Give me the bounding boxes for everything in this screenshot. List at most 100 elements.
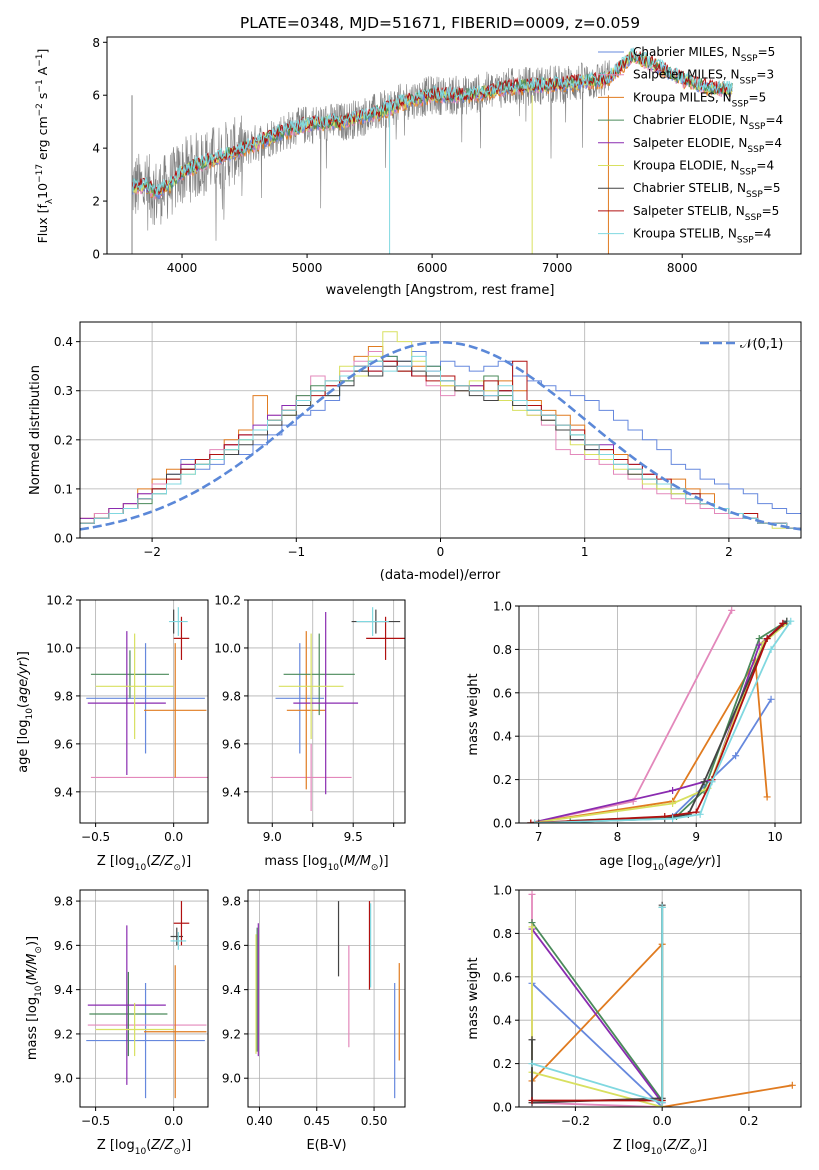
weight-line-salpeter_elodie bbox=[531, 928, 663, 1104]
weight_vs_age-plot bbox=[527, 606, 795, 823]
mass_vs_Z-plot bbox=[86, 901, 207, 1099]
x-tick-label: 7000 bbox=[542, 261, 573, 275]
y-tick-label: 0.8 bbox=[493, 643, 512, 657]
y-tick-label: 0.2 bbox=[54, 433, 73, 447]
histogram-kroupa_stelib bbox=[80, 355, 801, 529]
x-axis-label: mass [log10(M/M⊙)] bbox=[264, 854, 388, 873]
y-tick-label: 9.8 bbox=[54, 895, 73, 909]
x-tick-label: 0.0 bbox=[164, 830, 183, 844]
x-tick-label: −0.5 bbox=[81, 830, 110, 844]
weight-marker-chabrier_stelib bbox=[528, 1036, 536, 1044]
y-axis-label: mass weight bbox=[466, 673, 481, 755]
weight-marker-salpeter_stelib bbox=[779, 619, 787, 627]
weight_vs_Z-grid bbox=[519, 889, 801, 1108]
y-tick-label: 9.8 bbox=[222, 689, 241, 703]
x-axis-label: (data-model)/error bbox=[380, 568, 501, 583]
residuals-plot bbox=[80, 331, 801, 531]
x-tick-label: 9.5 bbox=[344, 830, 363, 844]
weight-marker-kroupa_elodie bbox=[528, 923, 536, 931]
y-tick-label: 6 bbox=[92, 89, 100, 103]
legend-label-gaussian: 𝒩(0,1) bbox=[740, 337, 783, 352]
weight-marker-salpeter_stelib bbox=[528, 1096, 536, 1104]
weight-marker-salpeter_miles bbox=[728, 606, 736, 614]
y-tick-label: 1.0 bbox=[493, 884, 512, 898]
x-axis-label: Z [log10(Z/Z⊙)] bbox=[97, 854, 191, 873]
legend-label-chabrier_miles: Chabrier MILES, NSSP=5 bbox=[633, 45, 775, 64]
x-tick-label: 2 bbox=[725, 545, 733, 559]
x-tick-label: 4000 bbox=[167, 261, 198, 275]
figure-title: PLATE=0348, MJD=51671, FIBERID=0009, z=0… bbox=[240, 14, 640, 32]
age_vs_Z-panel: −0.5 0.0 9.4 9.6 9.8 10.0 10.2 Z [log10(Z/Z⊙)] a… bbox=[16, 594, 209, 873]
y-tick-label: 2 bbox=[92, 195, 100, 209]
residuals-axes: −2 −1 0 1 2 0.0 0.1 0.2 0.3 0.4 𝒩(0,1) (data-model)… bbox=[28, 321, 802, 583]
y-tick-label: 1.0 bbox=[493, 600, 512, 614]
histogram-salpeter_stelib bbox=[80, 360, 801, 529]
y-tick-label: 9.2 bbox=[222, 1027, 241, 1041]
y-tick-label: 9.4 bbox=[222, 983, 241, 997]
legend-label-salpeter_stelib: Salpeter STELIB, NSSP=5 bbox=[633, 204, 779, 223]
weight-marker-chabrier_miles bbox=[732, 752, 740, 760]
y-tick-label: 0.0 bbox=[493, 817, 512, 831]
weight_vs_Z-frame bbox=[518, 889, 802, 1108]
x-tick-label: 9 bbox=[692, 830, 700, 844]
weight-line-chabrier_miles bbox=[531, 982, 663, 1107]
mass_vs_Z-axes: −0.5 0.0 9.0 9.2 9.4 9.6 9.8 Z [log10(Z/Z⊙)] mas… bbox=[25, 889, 209, 1157]
y-tick-label: 0.0 bbox=[54, 532, 73, 546]
x-tick-label: 0.50 bbox=[361, 1114, 388, 1128]
y-tick-label: 9.2 bbox=[54, 1027, 73, 1041]
legend-label-kroupa_miles: Kroupa MILES, NSSP=5 bbox=[633, 90, 766, 109]
weight-line-chabrier_elodie bbox=[531, 907, 664, 1104]
y-tick-label: 0.6 bbox=[493, 686, 512, 700]
y-tick-label: 0.4 bbox=[493, 730, 512, 744]
age_vs_Z-grid bbox=[80, 599, 208, 823]
y-tick-label: 10.2 bbox=[46, 594, 73, 608]
x-tick-label: 0 bbox=[437, 545, 445, 559]
y-tick-label: 9.6 bbox=[222, 939, 241, 953]
x-tick-label: 10 bbox=[767, 830, 782, 844]
mass_vs_ebv-frame bbox=[247, 889, 406, 1108]
y-tick-label: 0.4 bbox=[54, 335, 73, 349]
weight-marker-kroupa_miles bbox=[763, 793, 771, 801]
legend-label-kroupa_elodie: Kroupa ELODIE, NSSP=4 bbox=[633, 159, 774, 178]
y-tick-label: 9.4 bbox=[54, 785, 73, 799]
age_vs_mass-panel: 9.0 9.5 9.4 9.6 9.8 10.0 10.2 mass [log10(M/M⊙)… bbox=[214, 594, 406, 873]
residuals-panel: −2 −1 0 1 2 0.0 0.1 0.2 0.3 0.4 𝒩(0,1) (data-model)… bbox=[28, 321, 802, 583]
weight_vs_Z-axes: −0.2 0.0 0.2 0.0 0.2 0.4 0.6 0.8 1.0 Z [log10(Z/Z… bbox=[466, 884, 802, 1157]
mass_vs_ebv-plot bbox=[255, 901, 400, 1099]
weight-marker-kroupa_stelib bbox=[528, 1060, 536, 1068]
y-tick-label: 0.6 bbox=[493, 970, 512, 984]
x-tick-label: 0.2 bbox=[739, 1114, 758, 1128]
mass_vs_Z-frame bbox=[79, 889, 209, 1108]
weight-marker-salpeter_stelib bbox=[527, 819, 535, 823]
y-tick-label: 9.6 bbox=[222, 737, 241, 751]
y-tick-label: 9.4 bbox=[54, 983, 73, 997]
spectrum-panel: 4000 5000 6000 7000 8000 0 2 4 6 8 wavelength [Ang… bbox=[35, 36, 802, 298]
weight_vs_Z-plot bbox=[528, 890, 796, 1107]
histogram-chabrier_miles bbox=[80, 351, 801, 524]
weight-line-salpeter_elodie bbox=[530, 622, 784, 823]
x-tick-label: 0.0 bbox=[653, 1114, 672, 1128]
y-tick-label: 0.3 bbox=[54, 384, 73, 398]
weight-marker-kroupa_stelib bbox=[531, 819, 539, 823]
y-axis-label: age [log10(age/yr)] bbox=[16, 651, 35, 773]
weight_vs_age-axes: 7 8 9 10 0.0 0.2 0.4 0.6 0.8 1.0 age [log10(age/yr… bbox=[466, 600, 802, 873]
spectrum-legend: Chabrier MILES, NSSP=5 Salpeter MILES, NS… bbox=[598, 45, 783, 246]
weight-line-salpeter_stelib bbox=[530, 622, 784, 823]
age_vs_mass-grid bbox=[248, 599, 405, 823]
x-tick-label: −0.2 bbox=[561, 1114, 590, 1128]
y-tick-label: 10.0 bbox=[46, 641, 73, 655]
weight_vs_age-panel: 7 8 9 10 0.0 0.2 0.4 0.6 0.8 1.0 age [log10(age/yr… bbox=[466, 600, 802, 873]
age_vs_mass-frame bbox=[247, 599, 406, 824]
y-tick-label: 9.8 bbox=[54, 689, 73, 703]
y-tick-label: 9.0 bbox=[222, 1072, 241, 1086]
x-tick-label: 9.0 bbox=[263, 830, 282, 844]
x-tick-label: 7 bbox=[535, 830, 543, 844]
model-spectrum-kroupa_stelib bbox=[131, 47, 733, 196]
model-spectrum-salpeter_stelib bbox=[131, 49, 733, 196]
legend-label-kroupa_stelib: Kroupa STELIB, NSSP=4 bbox=[633, 227, 771, 246]
weight-marker-kroupa_miles bbox=[788, 1081, 796, 1089]
weight-marker-kroupa_elodie bbox=[669, 799, 677, 807]
y-axis-label: mass weight bbox=[466, 957, 481, 1039]
age_vs_Z-axes: −0.5 0.0 9.4 9.6 9.8 10.0 10.2 Z [log10(Z/Z⊙)] a… bbox=[16, 594, 209, 873]
